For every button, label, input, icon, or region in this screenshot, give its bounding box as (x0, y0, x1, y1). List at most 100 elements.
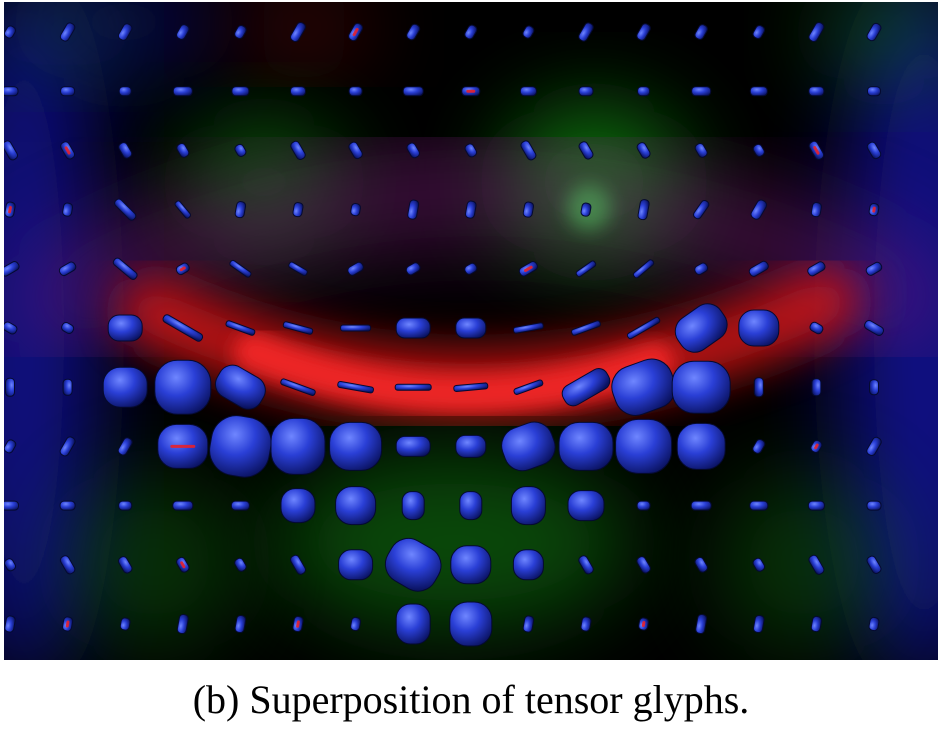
tensor-glyph (807, 500, 825, 511)
tensor-glyph (633, 259, 655, 279)
tensor-glyph (282, 321, 314, 335)
tensor-glyph (636, 500, 651, 511)
glyph-red-accent (352, 27, 359, 37)
tensor-glyph (694, 556, 708, 573)
tensor-glyph (810, 615, 823, 633)
tensor-glyph (59, 500, 76, 511)
tensor-glyph (117, 23, 133, 41)
glyph-red-accent (813, 146, 820, 155)
tensor-glyph (810, 202, 822, 218)
tensor-glyph (290, 86, 306, 97)
tensor-glyph (394, 383, 432, 391)
tensor-glyph (749, 500, 769, 511)
tensor-glyph (810, 439, 823, 453)
tensor-glyph (338, 549, 374, 581)
tensor-glyph (234, 201, 247, 219)
tensor-glyph (866, 500, 882, 511)
tensor-glyph (578, 555, 594, 575)
tensor-glyph (230, 500, 250, 511)
tensor-glyph (406, 23, 421, 41)
tensor-field-visualization (4, 2, 938, 660)
tensor-glyph (176, 24, 190, 40)
tensor-glyph (519, 86, 537, 97)
glyph-red-accent (814, 443, 819, 450)
tensor-glyph (225, 320, 256, 336)
tensor-glyph (395, 317, 431, 339)
tensor-glyph (107, 314, 143, 342)
tensor-glyph (752, 25, 766, 39)
magenta-arch (19, 147, 938, 347)
tensor-glyph (464, 24, 478, 40)
tensor-glyph (450, 545, 492, 585)
tensor-glyph (289, 21, 307, 43)
tensor-glyph (518, 261, 538, 277)
tensor-glyph (637, 86, 651, 97)
tensor-glyph (4, 500, 19, 511)
tensor-glyph (464, 200, 477, 219)
tensor-glyph (522, 615, 535, 633)
tensor-glyph (513, 379, 544, 395)
glyph-red-accent (466, 89, 476, 93)
tensor-glyph (60, 141, 76, 160)
tensor-glyph (270, 417, 326, 475)
tensor-glyph (561, 368, 611, 407)
tensor-glyph (865, 261, 883, 276)
tensor-glyph (176, 556, 190, 573)
tensor-glyph (234, 614, 247, 634)
tensor-glyph (62, 202, 74, 217)
tensor-glyph (340, 324, 372, 332)
tensor-glyph (231, 86, 250, 97)
tensor-glyph (112, 257, 138, 280)
glyph-red-accent (64, 146, 71, 155)
green-field-bottom (274, 452, 634, 632)
tensor-glyph (626, 316, 661, 340)
tensor-glyph (4, 140, 19, 161)
tensor-glyph (162, 314, 204, 342)
tensor-glyph (117, 437, 133, 456)
tensor-glyph (866, 141, 882, 160)
tensor-glyph (809, 321, 824, 335)
tensor-glyph (752, 557, 766, 572)
tensor-glyph (384, 537, 442, 592)
green-field-top-right (814, 2, 938, 82)
tensor-glyph (348, 141, 363, 160)
tensor-glyph (4, 25, 17, 39)
tensor-glyph (176, 142, 190, 158)
tensor-glyph (808, 86, 825, 97)
tensor-glyph (234, 143, 247, 157)
tensor-glyph (4, 321, 18, 335)
tensor-glyph (402, 86, 424, 97)
tensor-glyph (867, 86, 881, 97)
tensor-glyph (4, 86, 19, 97)
tensor-glyph (578, 22, 594, 42)
tensor-glyph (337, 381, 374, 394)
tensor-glyph (808, 21, 825, 43)
tensor-glyph (114, 198, 137, 221)
tensor-glyph (172, 86, 193, 97)
tensor-glyph (695, 613, 708, 635)
tensor-glyph (513, 322, 544, 334)
tensor-glyph (522, 25, 535, 39)
tensor-glyph (280, 488, 316, 524)
tensor-glyph (329, 421, 383, 471)
tensor-glyph (395, 435, 431, 457)
tensor-glyph (558, 421, 614, 471)
tensor-glyph (157, 423, 209, 469)
tensor-glyph-canvas (4, 2, 938, 660)
tensor-glyph (62, 378, 73, 396)
tensor-glyph-grid (4, 21, 885, 647)
tensor-glyph (750, 199, 768, 220)
tensor-glyph (348, 22, 364, 42)
tensor-glyph (280, 378, 316, 396)
tensor-glyph (567, 490, 605, 522)
glyph-red-accent (524, 265, 533, 272)
tensor-glyph (290, 140, 306, 160)
tensor-glyph (580, 616, 592, 632)
tensor-glyph (288, 261, 308, 276)
tensor-glyph (4, 558, 17, 572)
tensor-glyph (61, 321, 75, 335)
tensor-glyph (636, 23, 651, 41)
tensor-glyph (694, 142, 708, 158)
tensor-glyph (869, 379, 879, 396)
tensor-glyph (464, 262, 478, 275)
